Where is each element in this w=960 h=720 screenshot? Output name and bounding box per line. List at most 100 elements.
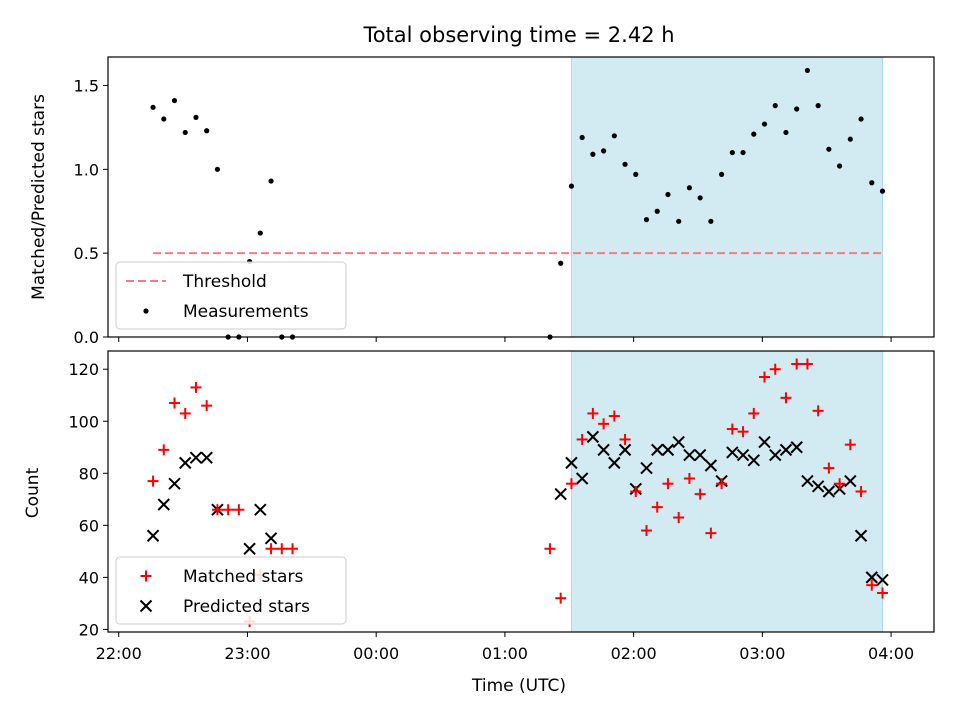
predicted-x-stroke: [651, 443, 664, 457]
bottom-ytick-label: 120: [68, 360, 99, 379]
predicted-star-point: [586, 430, 600, 444]
xtick-label: 04:00: [868, 644, 914, 663]
measurement-point: [257, 230, 263, 236]
predicted-star-point: [704, 459, 718, 472]
matched-star-point: [201, 400, 213, 412]
matched-star-point: [190, 381, 202, 393]
matched-star-point: [683, 472, 695, 484]
matched-star-point: [866, 579, 878, 591]
matched-star-point: [544, 543, 556, 555]
predicted-x-stroke: [189, 451, 203, 464]
predicted-x-stroke: [168, 477, 181, 490]
predicted-star-point: [865, 571, 878, 584]
bottom-ytick-label: 80: [79, 464, 99, 483]
matched-star-point: [823, 462, 835, 474]
predicted-star-point: [608, 456, 621, 470]
predicted-x-stroke: [618, 443, 632, 457]
chart-title: Total observing time = 2.42 h: [362, 23, 674, 47]
predicted-x-stroke: [554, 487, 567, 501]
predicted-star-point: [597, 443, 610, 457]
measurement-point: [815, 103, 821, 109]
predicted-star-point: [146, 529, 160, 542]
legend-predicted-swatch: [139, 599, 153, 613]
measurement-point: [826, 146, 832, 152]
measurement-point: [193, 114, 199, 120]
measurement-point: [772, 103, 778, 109]
measurement-point: [858, 116, 864, 122]
predicted-x-stroke: [801, 474, 814, 488]
predicted-star-point: [575, 472, 589, 485]
matched-star-point: [759, 371, 771, 383]
measurement-point: [568, 183, 575, 189]
matched-star-point: [651, 501, 663, 513]
predicted-star-point: [672, 435, 685, 449]
predicted-star-point: [758, 435, 771, 449]
measurement-point: [869, 180, 875, 186]
measurement-point: [665, 191, 671, 198]
predicted-x-stroke: [672, 435, 685, 449]
predicted-x-stroke: [693, 448, 707, 462]
bottom-legend-box: [115, 556, 347, 625]
measurement-point: [719, 171, 725, 177]
predicted-star-point: [726, 446, 739, 459]
predicted-star-point: [651, 443, 664, 457]
matched-star-point: [630, 486, 642, 497]
measurement-point: [804, 67, 811, 74]
measurement-point: [558, 260, 564, 266]
xtick-label: 02:00: [611, 644, 657, 663]
predicted-star-point: [243, 542, 256, 555]
matched-star-point: [737, 426, 749, 438]
predicted-star-point: [565, 456, 578, 470]
matched-star-point: [791, 358, 803, 370]
matched-star-point: [608, 410, 620, 422]
legend-threshold-label: Threshold: [182, 272, 267, 292]
bottom-panel: 20 40 60 80 100 120 22:00 23:00 00:00 01:00 02:00 0…: [68, 350, 935, 663]
predicted-x-stroke: [243, 542, 256, 555]
measurement-point: [204, 128, 210, 134]
top-observing-window: [570, 56, 884, 338]
measurement-point: [676, 218, 682, 224]
predicted-star-point: [179, 456, 192, 470]
legend-predicted-stroke: [139, 599, 153, 613]
legend-measurements-label: Measurements: [183, 302, 309, 322]
measurement-point: [622, 161, 628, 167]
matched-star-point: [726, 423, 738, 435]
matched-star-point: [555, 592, 567, 604]
measurement-point: [654, 208, 660, 214]
predicted-x-stroke: [146, 529, 160, 542]
top-ylabel: Matched/Predicted stars: [29, 94, 49, 300]
predicted-x-stroke: [736, 448, 750, 462]
predicted-x-stroke: [200, 451, 213, 464]
matched-star-point: [748, 407, 760, 419]
measurement-point: [633, 171, 639, 177]
predicted-star-point: [747, 454, 760, 467]
measurement-point: [708, 218, 714, 224]
predicted-star-point: [157, 498, 170, 511]
predicted-x-stroke: [575, 472, 589, 485]
predicted-star-point: [554, 487, 567, 501]
matched-star-point: [265, 543, 277, 555]
predicted-x-stroke: [747, 454, 760, 467]
predicted-x-stroke: [769, 448, 782, 462]
matched-star-point: [780, 392, 792, 404]
top-legend: Threshold Measurements: [115, 261, 347, 330]
measurement-point: [268, 178, 274, 184]
predicted-star-point: [811, 480, 825, 493]
bottom-ytick-label: 20: [79, 620, 99, 639]
matched-star-point: [769, 363, 781, 375]
matched-star-point: [287, 543, 299, 555]
matched-star-point: [801, 358, 813, 370]
top-legend-box: [115, 261, 347, 330]
matched-star-point: [812, 405, 824, 417]
bottom-observing-window: [570, 350, 884, 633]
matched-star-point: [222, 504, 234, 516]
predicted-x-stroke: [661, 443, 675, 457]
matched-star-point: [694, 488, 706, 500]
predicted-x-stroke: [876, 573, 889, 587]
predicted-x-stroke: [844, 474, 857, 488]
xtick-label: 00:00: [353, 644, 399, 663]
measurement-point: [171, 97, 178, 104]
predicted-x-stroke: [264, 532, 278, 545]
top-ytick-label: 0.0: [74, 328, 99, 347]
